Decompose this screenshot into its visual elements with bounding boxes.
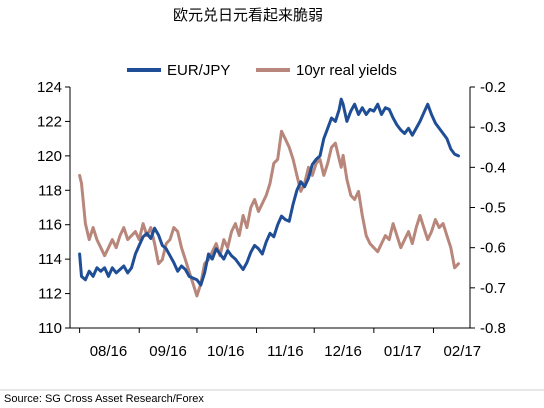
left-ticks: 124 122 120 118 116 114 112 110 [37, 79, 70, 337]
x-tick-label: 02/17 [444, 343, 482, 360]
x-tick-label: 10/16 [207, 343, 245, 360]
left-tick-label: 122 [37, 113, 62, 130]
legend-label-eurjpy: EUR/JPY [167, 62, 230, 79]
right-ticks: -0.2 -0.3 -0.4 -0.5 -0.6 -0.7 -0.8 [470, 79, 506, 337]
chart-title: 欧元兑日元看起来脆弱 [173, 6, 323, 24]
right-tick-label: -0.4 [480, 159, 506, 176]
legend: EUR/JPY 10yr real yields [127, 62, 397, 79]
series-line-10yr-real-yields [78, 129, 460, 298]
legend-label-real-yields: 10yr real yields [296, 62, 397, 79]
right-tick-label: -0.7 [480, 280, 506, 297]
x-tick-label: 11/16 [267, 343, 303, 360]
left-tick-label: 124 [37, 79, 62, 96]
x-tick-label: 12/16 [324, 343, 362, 360]
x-tick-label: 01/17 [384, 343, 422, 360]
right-tick-label: -0.8 [480, 320, 506, 337]
left-tick-label: 116 [38, 217, 62, 234]
series-line-eur-jpy [78, 97, 460, 287]
x-tick-label: 08/16 [90, 343, 128, 360]
right-tick-label: -0.5 [480, 200, 506, 217]
x-ticks: 08/16 09/16 10/16 11/16 12/16 01/17 02/17 [79, 328, 482, 360]
series-layer [78, 97, 460, 298]
right-tick-label: -0.6 [480, 240, 506, 257]
right-tick-label: -0.2 [480, 79, 506, 96]
left-tick-label: 112 [38, 286, 62, 303]
right-tick-label: -0.3 [480, 119, 506, 136]
x-tick-label: 09/16 [149, 343, 187, 360]
left-tick-label: 114 [38, 251, 62, 268]
left-tick-label: 120 [37, 148, 62, 165]
left-tick-label: 110 [38, 320, 62, 337]
left-tick-label: 118 [38, 182, 62, 199]
source-note: Source: SG Cross Asset Research/Forex [4, 393, 204, 405]
